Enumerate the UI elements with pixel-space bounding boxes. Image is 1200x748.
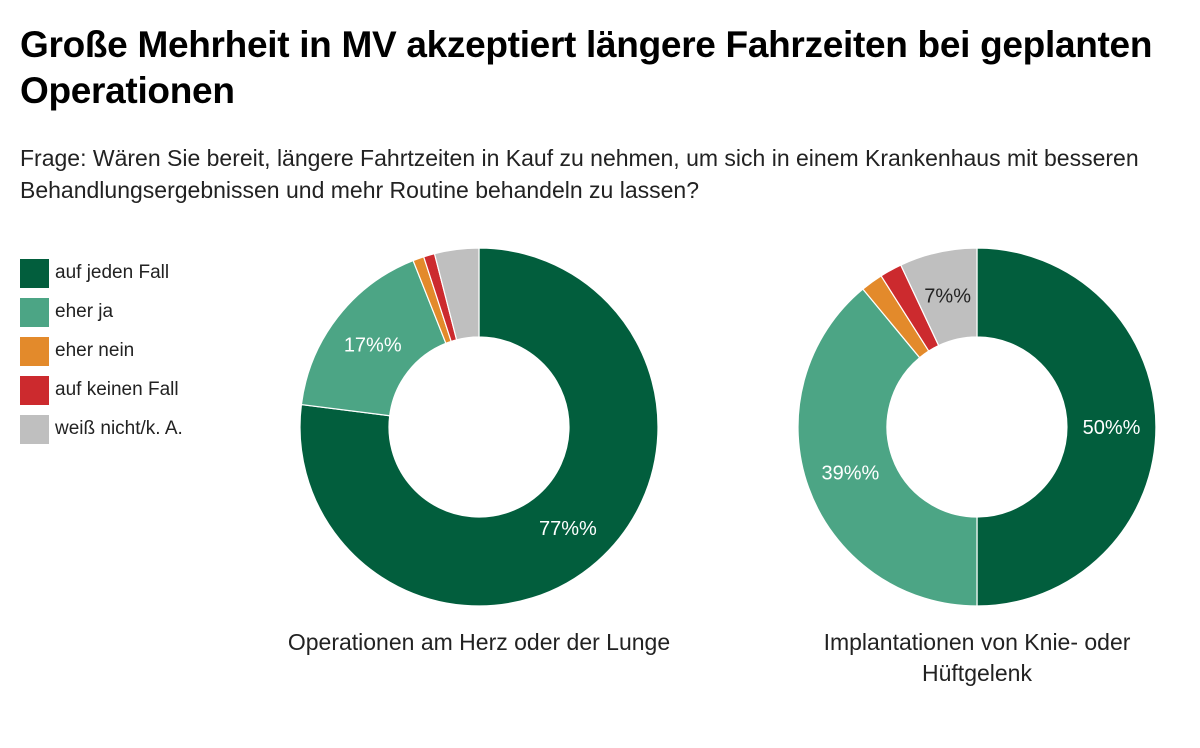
legend-label: auf jeden Fall bbox=[55, 262, 170, 283]
donut-knie-huefte: 50%% 39%% 7%% bbox=[797, 247, 1157, 607]
legend-item-auf-keinen-fall: auf keinen Fall bbox=[20, 375, 183, 405]
donut-caption-herz-lunge: Operationen am Herz oder der Lunge bbox=[287, 629, 671, 655]
legend-swatch bbox=[20, 414, 49, 444]
donut-slice-weiss-nicht-k-a bbox=[899, 247, 978, 347]
legend-item-auf-jeden-fall: auf jeden Fall bbox=[20, 258, 183, 288]
chart-subtitle: Frage: Wären Sie bereit, längere Fahrtze… bbox=[20, 145, 1139, 203]
legend-label: eher nein bbox=[55, 340, 135, 361]
data-label-eher-ja: 39%% bbox=[822, 463, 880, 485]
legend-item-eher-ja: eher ja bbox=[20, 297, 183, 327]
chart-title: Große Mehrheit in MV akzeptiert längere … bbox=[20, 24, 1153, 111]
legend-item-weiss-nicht: weiß nicht/k. A. bbox=[20, 414, 183, 444]
donut-caption-knie-huefte: Implantationen von Knie- oder Hüftgelenk bbox=[823, 629, 1131, 686]
legend-label: weiß nicht/k. A. bbox=[55, 418, 183, 439]
data-label-auf-jeden-fall: 77%% bbox=[539, 518, 597, 540]
legend-item-eher-nein: eher nein bbox=[20, 336, 183, 366]
legend: auf jeden Fall eher ja eher nein auf kei… bbox=[20, 258, 183, 454]
data-label-auf-jeden-fall: 50%% bbox=[1083, 417, 1141, 439]
donut-slice-eher-ja bbox=[300, 259, 447, 417]
donut-slice-auf-jeden-fall bbox=[299, 247, 659, 607]
legend-label: eher ja bbox=[55, 301, 114, 322]
donut-slice-weiss-nicht-k-a bbox=[433, 247, 480, 341]
donut-slice-eher-ja bbox=[797, 288, 978, 607]
legend-swatch bbox=[20, 375, 49, 405]
donut-herz-lunge: 77%% 17%% bbox=[299, 247, 659, 607]
legend-label: auf keinen Fall bbox=[55, 379, 179, 400]
legend-swatch bbox=[20, 258, 49, 288]
data-label-eher-ja: 17%% bbox=[344, 335, 402, 357]
donut-slice-auf-jeden-fall bbox=[976, 247, 1157, 607]
legend-swatch bbox=[20, 336, 49, 366]
data-label-weiss-nicht-k-a: 7%% bbox=[924, 286, 971, 308]
legend-swatch bbox=[20, 297, 49, 327]
